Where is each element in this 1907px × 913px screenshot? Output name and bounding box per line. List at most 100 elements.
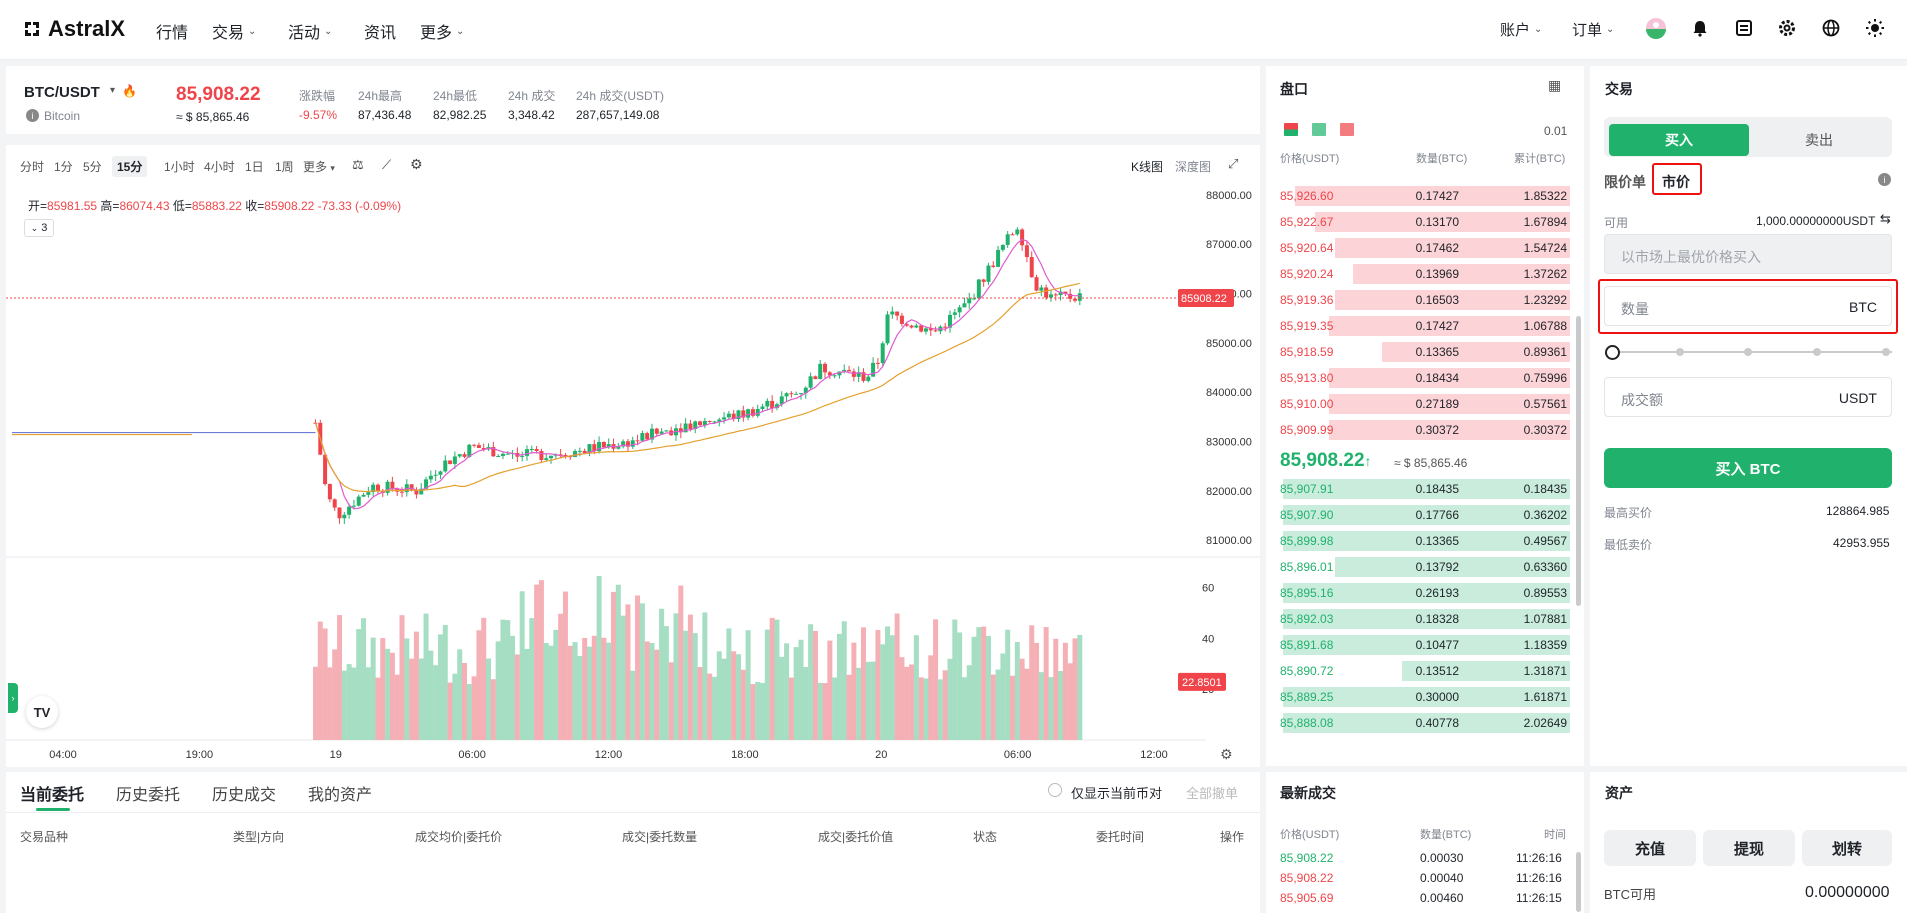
quantity-input[interactable]: 数量 BTC — [1604, 286, 1892, 326]
indicator-toggle[interactable]: ⌄ 3 — [24, 219, 54, 237]
depth-tab[interactable]: 深度图 — [1175, 160, 1212, 174]
fullscreen-icon[interactable]: ⤢ — [1228, 156, 1239, 171]
ask-row[interactable]: 85,922.67 0.13170 1.67894 — [1280, 209, 1570, 235]
bid-row[interactable]: 85,892.03 0.18328 1.07881 — [1280, 606, 1570, 632]
slider-step[interactable] — [1813, 348, 1821, 356]
only-current-radio[interactable] — [1048, 783, 1062, 797]
interval-tab[interactable]: 1小时 — [164, 160, 195, 174]
tab-order-history[interactable]: 历史委托 — [116, 787, 181, 804]
nav-item-events[interactable]: 活动 ⌄ — [288, 19, 332, 43]
nav-item-market[interactable]: 行情 — [156, 19, 188, 43]
logo[interactable]: AstralX — [22, 16, 125, 42]
ask-row[interactable]: 85,909.99 0.30372 0.30372 — [1280, 417, 1570, 443]
amount-slider-handle[interactable] — [1605, 345, 1620, 360]
nav-item-more[interactable]: 更多 ⌄ — [420, 19, 464, 43]
bid-row[interactable]: 85,907.91 0.18435 0.18435 — [1280, 476, 1570, 502]
bid-row[interactable]: 85,890.72 0.13512 1.31871 — [1280, 658, 1570, 684]
ask-row[interactable]: 85,913.80 0.18434 0.75996 — [1280, 365, 1570, 391]
market-order-tab[interactable]: 市价 — [1662, 174, 1690, 190]
orders-menu[interactable]: 订单 ⌄ — [1572, 19, 1614, 40]
trades-scrollbar[interactable] — [1576, 852, 1581, 912]
ask-row[interactable]: 85,919.36 0.16503 1.23292 — [1280, 287, 1570, 313]
interval-tab[interactable]: 4小时 — [204, 160, 235, 174]
time-settings-icon[interactable]: ⚙ — [1220, 746, 1233, 762]
interval-tab[interactable]: 5分 — [83, 160, 102, 174]
info-icon[interactable]: i — [26, 109, 39, 122]
nav-item-trade[interactable]: 交易 ⌄ — [212, 19, 256, 43]
limit-order-tab[interactable]: 限价单 — [1604, 174, 1646, 190]
view-asks-icon[interactable] — [1340, 123, 1354, 136]
sell-tab[interactable]: 卖出 — [1805, 132, 1833, 148]
only-current-label[interactable]: 仅显示当前币对 — [1071, 786, 1163, 801]
globe-icon[interactable] — [1819, 16, 1843, 40]
precision-select[interactable]: 0.01 — [1544, 124, 1568, 138]
buy-tab[interactable]: 买入 — [1609, 124, 1749, 156]
account-menu[interactable]: 账户 ⌄ — [1500, 19, 1542, 40]
candle-body — [986, 265, 991, 282]
candle-body — [981, 279, 986, 282]
slider-step[interactable] — [1744, 348, 1752, 356]
layout-grid-icon[interactable]: ▦ — [1548, 77, 1562, 93]
bid-row[interactable]: 85,899.98 0.13365 0.49567 — [1280, 528, 1570, 554]
tab-trade-history[interactable]: 历史成交 — [212, 787, 277, 804]
ask-row[interactable]: 85,920.64 0.17462 1.54724 — [1280, 235, 1570, 261]
bid-row[interactable]: 85,907.90 0.17766 0.36202 — [1280, 502, 1570, 528]
interval-tab-selected[interactable]: 15分 — [112, 156, 148, 177]
cancel-all-button[interactable]: 全部撤单 — [1186, 786, 1239, 801]
transfer-arrows-icon[interactable]: ⇆ — [1880, 211, 1891, 226]
ob-price: 85,896.01 — [1280, 560, 1334, 574]
tab-open-orders[interactable]: 当前委托 — [20, 787, 85, 804]
buy-btc-button[interactable]: 买入 BTC — [1604, 448, 1892, 488]
ask-row[interactable]: 85,910.00 0.27189 0.57561 — [1280, 391, 1570, 417]
ask-row[interactable]: 85,926.60 0.17427 1.85322 — [1280, 183, 1570, 209]
candle-body — [1048, 294, 1053, 298]
tab-my-assets[interactable]: 我的资产 — [308, 787, 373, 804]
pair-dropdown-icon[interactable]: ▾ — [110, 85, 116, 96]
amount-input[interactable]: 成交额 USDT — [1604, 377, 1892, 417]
slider-step[interactable] — [1882, 348, 1890, 356]
market-price-input[interactable]: 以市场上最优价格买入 — [1604, 234, 1892, 274]
bid-row[interactable]: 85,896.01 0.13792 0.63360 — [1280, 554, 1570, 580]
volume-bar — [817, 682, 823, 740]
drawing-tools-icon[interactable]: ⟋ — [382, 157, 392, 172]
interval-more[interactable]: 更多 ▾ — [303, 158, 335, 175]
interval-tab[interactable]: 1周 — [275, 160, 294, 174]
gear-icon[interactable] — [1775, 16, 1799, 40]
pair-symbol[interactable]: BTC/USDT — [24, 84, 100, 101]
bid-row[interactable]: 85,888.08 0.40778 2.02649 — [1280, 710, 1570, 736]
bid-row[interactable]: 85,891.68 0.10477 1.18359 — [1280, 632, 1570, 658]
amount-slider-track[interactable] — [1612, 351, 1892, 353]
interval-tab[interactable]: 1日 — [245, 160, 264, 174]
kline-tab[interactable]: K线图 — [1131, 160, 1164, 174]
avatar-icon[interactable] — [1644, 16, 1668, 40]
indicator-icon[interactable]: ⚖ — [352, 157, 364, 172]
deposit-button[interactable]: 充值 — [1604, 830, 1696, 866]
candle-body — [957, 307, 962, 313]
chart-settings-icon[interactable]: ⚙ — [410, 156, 423, 172]
ob-total: 0.75996 — [1523, 371, 1567, 385]
candle-body — [520, 455, 525, 457]
candle-body — [452, 456, 457, 464]
interval-tab[interactable]: 分时 — [20, 160, 45, 174]
orderbook-scrollbar[interactable] — [1576, 316, 1581, 606]
slider-step[interactable] — [1676, 348, 1684, 356]
transfer-button[interactable]: 划转 — [1802, 830, 1892, 866]
ask-row[interactable]: 85,920.24 0.13969 1.37262 — [1280, 261, 1570, 287]
info-icon[interactable]: i — [1878, 173, 1891, 186]
scan-icon[interactable] — [1732, 16, 1756, 40]
bid-row[interactable]: 85,895.16 0.26193 0.89553 — [1280, 580, 1570, 606]
view-bids-icon[interactable] — [1312, 123, 1326, 136]
bid-row[interactable]: 85,889.25 0.30000 1.61871 — [1280, 684, 1570, 710]
side-collapse-handle[interactable]: › — [8, 683, 18, 713]
price-chart[interactable]: 88000.0087000.0086000.0085000.0084000.00… — [6, 180, 1260, 766]
bell-icon[interactable] — [1688, 16, 1712, 40]
withdraw-button[interactable]: 提现 — [1703, 830, 1795, 866]
tradingview-logo-icon[interactable]: TV — [26, 696, 58, 728]
nav-item-news[interactable]: 资讯 — [364, 19, 396, 43]
interval-tab[interactable]: 1分 — [54, 160, 73, 174]
volume-bar — [543, 643, 549, 740]
ask-row[interactable]: 85,918.59 0.13365 0.89361 — [1280, 339, 1570, 365]
theme-sun-icon[interactable] — [1863, 16, 1887, 40]
view-both-icon[interactable] — [1284, 123, 1298, 136]
ask-row[interactable]: 85,919.35 0.17427 1.06788 — [1280, 313, 1570, 339]
